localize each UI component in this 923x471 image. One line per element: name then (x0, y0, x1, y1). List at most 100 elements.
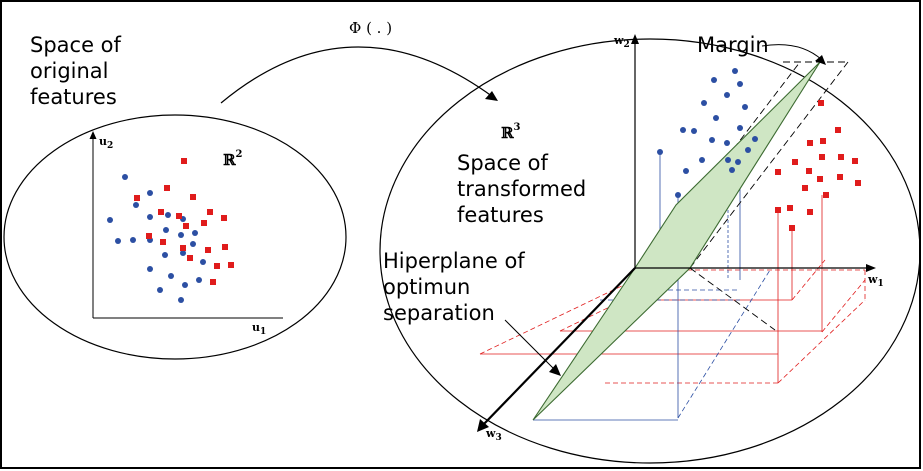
class-a-point (675, 192, 681, 198)
margin-arrowhead (815, 55, 826, 65)
transformed-space-ellipse (379, 38, 921, 464)
transformed-label-line1: Space of (457, 151, 549, 175)
class-b-projections (479, 195, 866, 384)
transformed-points (657, 68, 861, 231)
class-b-point (176, 213, 182, 219)
class-a-point (147, 266, 153, 272)
axis-label-w2: w2 (613, 34, 630, 50)
original-space-ellipse (3, 114, 347, 360)
class-b-point (802, 185, 808, 191)
class-b-point (201, 220, 207, 226)
class-a-point (709, 137, 715, 143)
class-b-point (817, 176, 823, 182)
mapping-arrow (220, 46, 494, 104)
axis-w1-arrowhead (866, 264, 876, 272)
space-symbol-r3: ℝ3 (501, 122, 520, 142)
class-a-point (168, 273, 174, 279)
class-a-point (735, 159, 741, 165)
class-b-point (228, 262, 234, 268)
hyperplane-label-line3: separation (383, 301, 495, 325)
axis-label-w1: w1 (867, 273, 884, 289)
class-b-point (835, 127, 841, 133)
class-b-point (134, 195, 140, 201)
class-a-point (178, 232, 184, 238)
class-b-point (852, 158, 858, 164)
class-a-point (683, 168, 689, 174)
class-a-point (178, 297, 184, 303)
transformed-label-line2: transformed (457, 177, 586, 201)
class-b-point (855, 180, 861, 186)
hyperplane-label-line1: Hiperplane of (383, 249, 525, 273)
class-a-point (752, 136, 758, 142)
class-b-point (789, 225, 795, 231)
class-b-point (819, 154, 825, 160)
class-b-point (181, 158, 187, 164)
class-b-point (823, 192, 829, 198)
class-a-point (165, 212, 171, 218)
class-a-point (163, 227, 169, 233)
class-b-point (820, 138, 826, 144)
class-b-point (807, 140, 813, 146)
class-b-point (807, 209, 813, 215)
original-axes (89, 131, 283, 319)
class-a-point (657, 149, 663, 155)
class-a-point (192, 230, 198, 236)
class-b-point (158, 209, 164, 215)
class-a-point (711, 77, 717, 83)
axis-label-w3: w3 (485, 427, 502, 443)
class-a-point (701, 100, 707, 106)
class-b-point (775, 207, 781, 213)
class-b-point (221, 215, 227, 221)
transformed-label-line3: features (457, 203, 544, 227)
class-b-point (164, 185, 170, 191)
class-a-point (725, 157, 731, 163)
class-b-point (190, 194, 196, 200)
class-a-point (130, 237, 136, 243)
axis-label-u2: u2 (99, 135, 113, 151)
class-b-point (792, 159, 798, 165)
class-b-point (183, 223, 189, 229)
mapping-label: Φ ( . ) (349, 19, 392, 37)
class-b-point (214, 263, 220, 269)
class-a-point (724, 140, 730, 146)
class-a-point (729, 167, 735, 173)
class-a-point (200, 259, 206, 265)
class-a-point (742, 104, 748, 110)
original-label-line1: Space of (30, 33, 122, 57)
class-b-point (160, 239, 166, 245)
class-a-point (737, 81, 743, 87)
class-a-point (724, 92, 730, 98)
class-b-point (146, 233, 152, 239)
class-b-point (210, 279, 216, 285)
class-a-point (162, 252, 168, 258)
mapping-arrowhead (485, 91, 498, 101)
class-a-point (180, 250, 186, 256)
class-b-point (775, 169, 781, 175)
margin-label: Margin (697, 33, 769, 57)
class-a-point (157, 287, 163, 293)
space-symbol-r2: ℝ2 (223, 149, 242, 169)
class-b-point (222, 244, 228, 250)
class-a-point (745, 147, 751, 153)
separating-hyperplane (532, 61, 821, 421)
class-a-point (699, 157, 705, 163)
class-b-point (205, 247, 211, 253)
transformed-axes (481, 40, 868, 427)
class-a-point (115, 238, 121, 244)
original-label-line3: features (30, 85, 117, 109)
axis-w2-arrowhead (631, 34, 639, 44)
class-b-point (787, 205, 793, 211)
class-a-point (680, 127, 686, 133)
class-b-point (806, 168, 812, 174)
hyperplane-pointer (504, 319, 556, 371)
hyperplane-label-line2: optimun (383, 275, 470, 299)
class-b-point (180, 245, 186, 251)
class-b-point (818, 100, 824, 106)
class-b-point (207, 209, 213, 215)
class-a-point (147, 190, 153, 196)
axis-label-u1: u1 (252, 321, 266, 337)
class-a-point (182, 282, 188, 288)
class-a-point (147, 214, 153, 220)
